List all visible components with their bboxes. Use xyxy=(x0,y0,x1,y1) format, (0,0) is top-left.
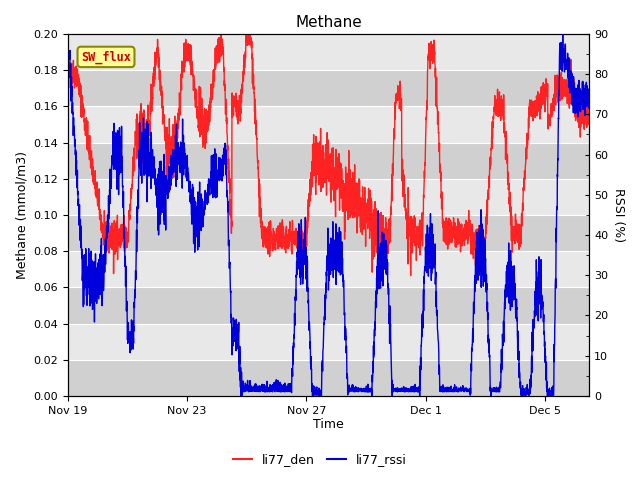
Bar xyxy=(68,70,589,107)
X-axis label: Time: Time xyxy=(314,419,344,432)
Text: SW_flux: SW_flux xyxy=(81,50,131,63)
Title: Methane: Methane xyxy=(295,15,362,30)
Bar xyxy=(68,179,589,215)
Bar xyxy=(68,324,589,360)
Bar xyxy=(68,34,589,70)
Bar xyxy=(68,143,589,179)
Bar xyxy=(68,360,589,396)
Y-axis label: Methane (mmol/m3): Methane (mmol/m3) xyxy=(15,151,28,279)
Bar xyxy=(68,107,589,143)
Bar xyxy=(68,215,589,251)
Bar xyxy=(68,251,589,288)
Legend: li77_den, li77_rssi: li77_den, li77_rssi xyxy=(228,448,412,471)
Y-axis label: RSSI (%): RSSI (%) xyxy=(612,188,625,242)
Bar xyxy=(68,288,589,324)
